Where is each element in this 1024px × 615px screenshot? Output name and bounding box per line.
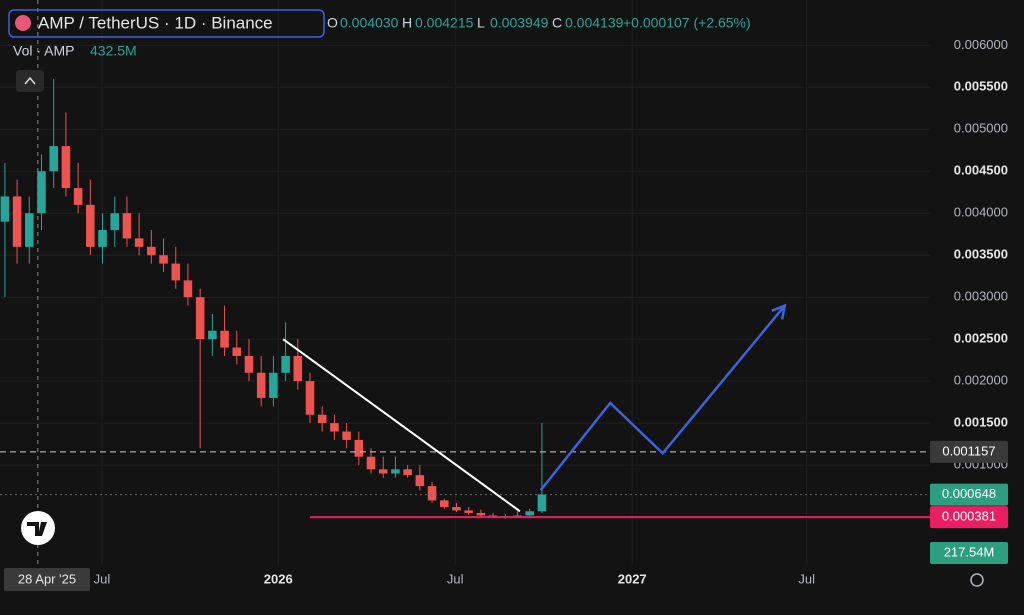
legend-value: 0.004139 xyxy=(565,15,624,31)
volume-tag-label: 217.54M xyxy=(944,544,995,559)
y-tick-label: 0.005500 xyxy=(954,79,1008,94)
volume-value: 432.5M xyxy=(90,43,137,59)
candle-body xyxy=(415,475,425,487)
legend-change: +0.000107 (+2.65%) xyxy=(623,15,751,31)
candle-body xyxy=(476,512,486,516)
candle-body xyxy=(427,486,437,501)
candle-body xyxy=(195,297,205,340)
candle-body xyxy=(378,469,388,474)
candle-body xyxy=(232,347,242,356)
candle-body xyxy=(452,507,461,511)
candle-body xyxy=(330,423,339,432)
collapse-icon xyxy=(24,76,36,85)
x-tick-label: 2026 xyxy=(264,571,293,586)
x-tick-label: Jul xyxy=(94,571,111,586)
candle-body xyxy=(61,146,71,189)
legend-value: 0.004030 xyxy=(340,15,399,31)
candle-body xyxy=(256,372,266,398)
candle-body xyxy=(305,381,315,415)
symbol-box[interactable] xyxy=(8,9,325,38)
projection-path xyxy=(539,304,786,492)
tv-logo-glyph xyxy=(27,522,47,536)
candle-body xyxy=(37,171,46,214)
y-tick-label: 0.002000 xyxy=(954,373,1008,388)
projection-arrowhead xyxy=(771,303,787,320)
candle-body xyxy=(317,414,327,424)
candle-body xyxy=(220,330,229,348)
candle-body xyxy=(0,196,10,222)
candle-body xyxy=(73,188,83,205)
symbol-title[interactable]: AMP / TetherUS · 1D · Binance xyxy=(38,13,273,32)
trend-line xyxy=(282,338,521,513)
candle-body xyxy=(537,494,547,512)
x-tick-label: Jul xyxy=(447,571,464,586)
candle-body xyxy=(49,146,58,172)
candle-body xyxy=(439,500,449,508)
candle-body xyxy=(354,439,364,457)
candle-body xyxy=(488,515,498,517)
y-tick-label: 0.004000 xyxy=(954,205,1008,220)
crosshair-label: 28 Apr '25 xyxy=(18,571,76,586)
legend-key: H xyxy=(402,15,412,31)
candle-body xyxy=(159,255,168,264)
candle-body xyxy=(244,355,254,373)
candle-body xyxy=(110,213,119,231)
candle-body xyxy=(208,330,217,340)
candle-body xyxy=(281,355,290,373)
candle-body xyxy=(391,469,400,474)
symbol-icon xyxy=(15,15,31,31)
candle-body xyxy=(464,510,473,513)
candle-body xyxy=(25,213,34,247)
legend-key: L xyxy=(477,15,485,31)
price-tag xyxy=(930,440,1008,463)
legend-key: C xyxy=(552,15,562,31)
volume-label: Vol · AMP xyxy=(13,43,74,59)
candle-body xyxy=(366,456,376,470)
support-tag-label: 0.000381 xyxy=(942,509,996,524)
legend-value: 0.003949 xyxy=(490,15,549,31)
y-tick-label: 0.006000 xyxy=(954,37,1008,52)
candle-body xyxy=(122,213,132,239)
y-tick-label: 0.004500 xyxy=(954,163,1008,178)
support-tag xyxy=(930,506,1008,529)
candle-body xyxy=(171,263,181,281)
candle-body xyxy=(342,431,351,440)
candle-body xyxy=(98,230,107,247)
candle-body xyxy=(147,246,156,256)
candle-body xyxy=(403,469,412,476)
candle-body xyxy=(134,238,144,247)
legend-value: 0.004215 xyxy=(415,15,474,31)
y-tick-label: 0.003000 xyxy=(954,289,1008,304)
y-tick-label: 0.001500 xyxy=(954,415,1008,430)
collapse-button[interactable] xyxy=(16,70,44,92)
candle-body xyxy=(525,511,534,516)
y-tick-label: 0.002500 xyxy=(954,331,1008,346)
candle-body xyxy=(12,196,22,247)
candle-body xyxy=(293,355,303,382)
candle-body xyxy=(269,372,278,398)
legend-key: O xyxy=(327,15,338,31)
price-tag-label: 0.000648 xyxy=(942,486,996,501)
volume-tag xyxy=(930,542,1008,564)
candle-body xyxy=(513,515,522,517)
y-tick-label: 0.003500 xyxy=(954,247,1008,262)
candle-body xyxy=(183,280,193,298)
price-tag-label: 0.001157 xyxy=(942,443,995,458)
crosshair-tag xyxy=(4,568,90,591)
settings-icon[interactable] xyxy=(970,573,984,587)
x-tick-label: Jul xyxy=(798,571,815,586)
x-tick-label: 2027 xyxy=(618,571,647,586)
price-tag xyxy=(930,483,1008,506)
y-tick-label: 0.005000 xyxy=(954,121,1008,136)
candle-body xyxy=(86,204,95,247)
